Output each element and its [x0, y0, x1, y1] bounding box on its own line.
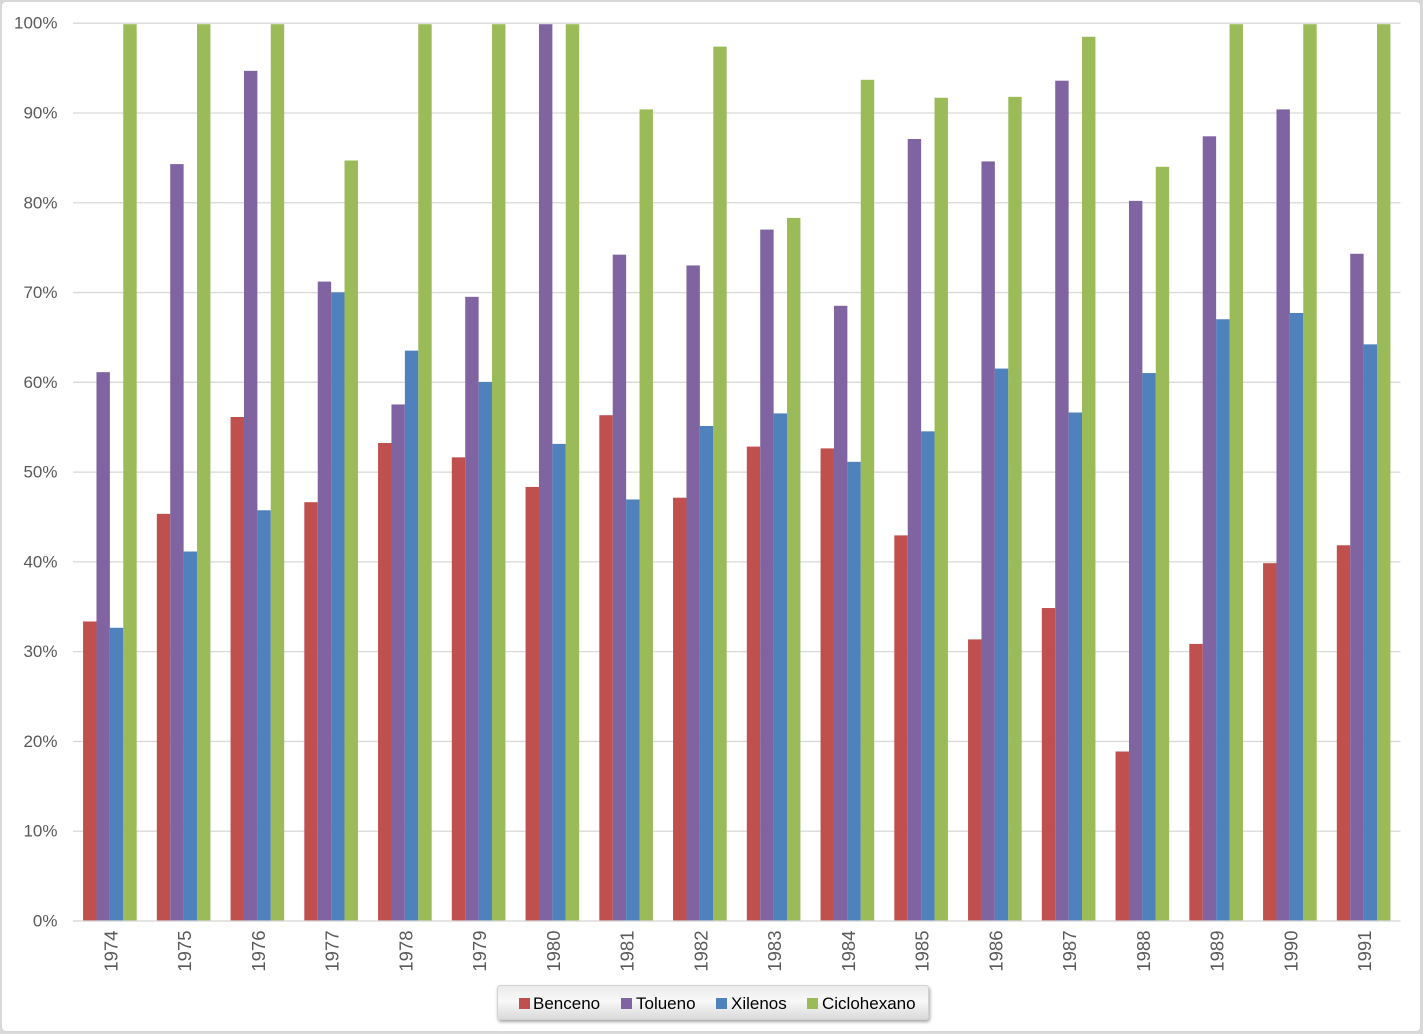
- svg-text:20%: 20%: [23, 732, 57, 751]
- svg-text:100%: 100%: [14, 14, 57, 33]
- svg-text:1991: 1991: [1354, 931, 1375, 972]
- svg-text:1989: 1989: [1207, 931, 1228, 972]
- svg-text:1980: 1980: [543, 931, 564, 972]
- svg-text:10%: 10%: [23, 822, 57, 841]
- svg-text:1983: 1983: [764, 931, 785, 972]
- svg-text:1976: 1976: [248, 931, 269, 972]
- svg-text:1990: 1990: [1280, 931, 1301, 972]
- svg-text:1979: 1979: [469, 931, 490, 972]
- svg-text:0%: 0%: [33, 912, 58, 931]
- svg-text:1975: 1975: [174, 931, 195, 972]
- svg-text:50%: 50%: [23, 463, 57, 482]
- svg-text:30%: 30%: [23, 642, 57, 661]
- svg-text:1977: 1977: [322, 931, 343, 972]
- svg-text:1986: 1986: [985, 931, 1006, 972]
- svg-text:70%: 70%: [23, 283, 57, 302]
- svg-text:1982: 1982: [690, 931, 711, 972]
- svg-text:1987: 1987: [1059, 931, 1080, 972]
- svg-text:90%: 90%: [23, 103, 57, 122]
- svg-text:1988: 1988: [1133, 931, 1154, 972]
- svg-text:1978: 1978: [395, 931, 416, 972]
- svg-text:80%: 80%: [23, 193, 57, 212]
- svg-text:60%: 60%: [23, 373, 57, 392]
- svg-text:40%: 40%: [23, 552, 57, 571]
- svg-text:1981: 1981: [617, 931, 638, 972]
- svg-text:1984: 1984: [838, 931, 859, 972]
- svg-text:1985: 1985: [912, 931, 933, 972]
- svg-text:1974: 1974: [100, 931, 121, 972]
